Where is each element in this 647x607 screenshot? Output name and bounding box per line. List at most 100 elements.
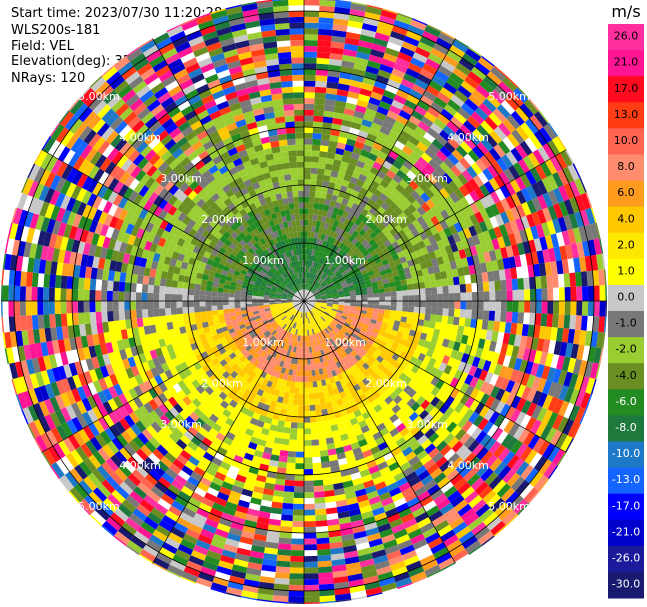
gate-cell [304,150,312,157]
gate-cell [304,115,314,122]
gate-cell [529,288,536,301]
gate-cell [398,507,412,519]
gate-cell [304,289,306,296]
gate-cell [534,313,542,326]
gate-cell [331,400,339,408]
gate-cell [260,350,267,358]
gate-cell [370,319,377,325]
gate-cell [513,498,529,515]
gate-cell [542,249,551,263]
gate-cell [417,517,432,529]
gate-cell [310,310,315,316]
gate-cell [299,341,302,348]
gate-cell [385,155,396,165]
gate-cell [111,437,124,451]
gate-cell [376,261,384,268]
gate-cell [305,283,308,290]
gate-cell [335,262,341,269]
gate-cell [330,344,336,352]
gate-cell [206,361,215,370]
gate-cell [311,316,316,322]
gate-cell [304,45,318,52]
gate-cell [327,242,333,250]
gate-cell [176,517,191,529]
gate-cell [199,290,206,296]
gate-cell [329,394,337,402]
gate-cell [179,409,190,420]
gate-cell [471,499,487,513]
gate-cell [414,105,428,117]
gate-cell [55,458,70,475]
gate-cell [450,494,465,508]
gate-cell [240,301,247,305]
gate-cell [333,576,349,584]
gate-cell [323,390,330,398]
gate-cell [293,393,300,400]
gate-cell [225,538,240,548]
gate-cell [552,218,562,234]
gate-cell [38,328,47,343]
gate-cell [329,200,337,208]
gate-cell [485,261,493,272]
gate-cell [479,155,492,168]
gate-cell [225,431,236,441]
gate-cell [339,277,346,283]
gate-cell [436,337,445,346]
gate-cell [361,239,369,247]
gate-cell [338,302,345,306]
gate-cell [182,352,191,362]
gate-cell [535,223,545,238]
gate-cell [85,358,95,371]
gate-cell [278,390,285,398]
gate-cell [267,333,273,340]
gate-cell [289,386,295,394]
gate-cell [443,82,458,95]
gate-cell [74,464,88,480]
gate-cell [498,171,510,185]
gate-cell [485,330,493,341]
gate-cell [77,301,84,313]
gate-cell [365,6,383,16]
gate-cell [351,341,359,348]
gate-cell [342,311,349,316]
gate-cell [79,359,89,373]
gate-cell [355,233,363,241]
gate-cell [504,406,516,420]
gate-cell [212,437,223,447]
gate-cell [118,301,125,311]
gate-cell [475,272,483,283]
gate-cell [325,309,332,313]
gate-cell [493,65,507,77]
gate-cell [364,317,372,323]
gate-cell [320,306,327,310]
gate-cell [284,421,292,428]
gate-cell [95,290,102,301]
gate-cell [261,427,270,436]
gate-cell [430,258,439,267]
gate-cell [304,138,313,145]
gate-cell [439,403,450,415]
gate-cell [176,307,183,315]
gate-cell [90,267,98,280]
gate-cell [363,575,380,585]
gate-cell [288,439,297,446]
gate-cell [338,366,345,374]
gate-cell [325,308,332,312]
gate-cell [228,304,235,309]
gate-cell [280,322,286,328]
gate-cell [383,354,392,363]
gate-cell [168,505,183,517]
gate-cell [287,338,292,346]
gate-cell [444,347,453,358]
gate-cell [436,239,445,249]
gate-cell [592,316,600,332]
gate-cell [444,395,455,407]
gate-cell [72,431,86,447]
gate-cell [477,530,494,545]
gate-cell [364,107,377,117]
gate-cell [390,210,399,220]
gate-cell [61,262,70,277]
gate-cell [393,120,406,131]
gate-cell [90,322,98,335]
gate-cell [361,304,368,308]
